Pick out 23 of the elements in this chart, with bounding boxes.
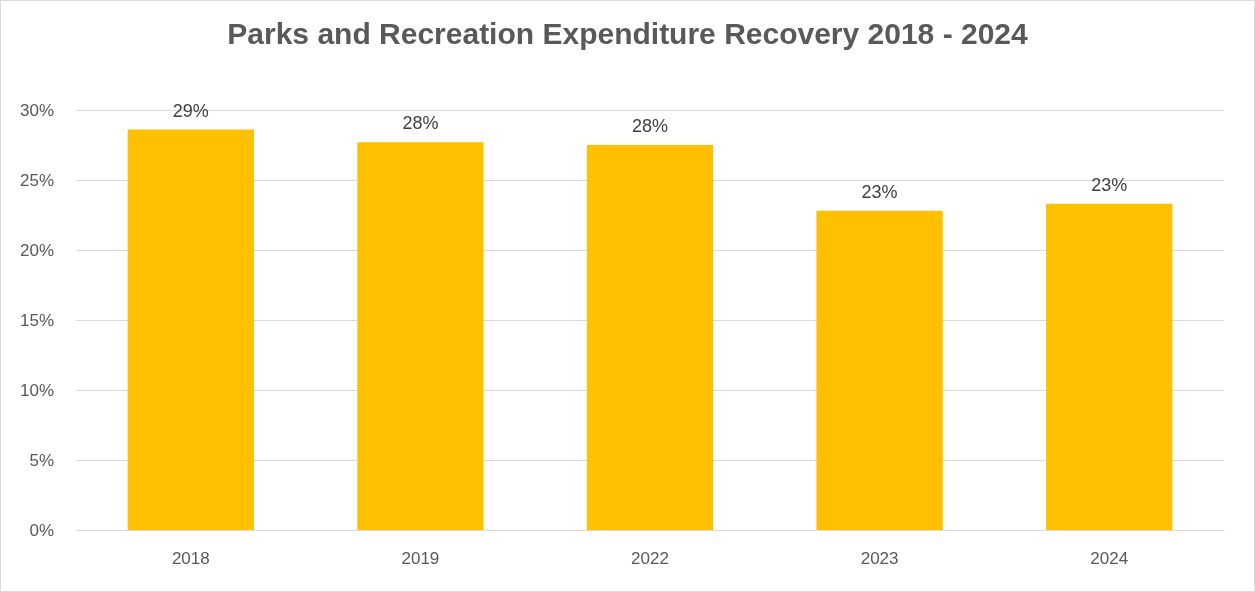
x-tick-label: 2022 <box>631 549 669 568</box>
y-tick-label: 15% <box>19 310 54 330</box>
data-label: 29% <box>172 100 209 121</box>
data-label: 28% <box>631 116 669 136</box>
data-label: 23% <box>861 181 898 202</box>
x-tick-label: 2019 <box>401 549 440 568</box>
y-tick-label: 25% <box>19 170 54 190</box>
chart-title: Parks and Recreation Expenditure Recovery 2018 - 2024 <box>227 16 1029 50</box>
bar <box>586 145 714 530</box>
bar <box>127 129 254 530</box>
data-label: 23% <box>1091 174 1128 195</box>
data-label: 28% <box>402 113 439 134</box>
bar <box>357 142 484 530</box>
bar <box>816 210 943 530</box>
y-tick-label: 0% <box>29 520 54 540</box>
y-tick-label: 20% <box>19 240 54 260</box>
y-tick-label: 5% <box>29 450 54 470</box>
y-tick-label: 30% <box>19 100 54 120</box>
y-tick-label: 10% <box>19 380 54 400</box>
x-tick-label: 2018 <box>171 549 210 568</box>
x-tick-label: 2023 <box>860 549 899 568</box>
x-tick-label: 2024 <box>1090 549 1129 568</box>
bar <box>1046 203 1173 530</box>
